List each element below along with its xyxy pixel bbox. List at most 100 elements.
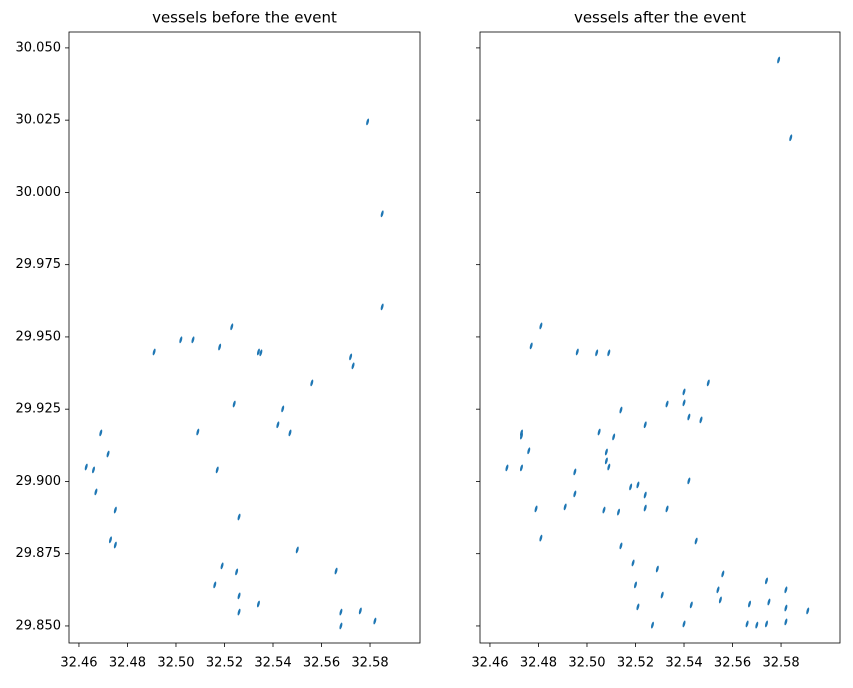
vessel (573, 468, 577, 476)
vessel (237, 608, 241, 616)
vessel (784, 604, 788, 612)
vessel (619, 542, 623, 550)
vessel (196, 428, 200, 436)
vessel (745, 620, 749, 628)
vessel (755, 621, 759, 629)
x-tick-label: 32.54 (254, 656, 291, 671)
vessel (636, 603, 640, 611)
x-tick-label: 32.46 (471, 656, 508, 671)
y-tick-label: 30.000 (16, 185, 62, 200)
vessel (339, 622, 343, 630)
vessel (288, 429, 292, 437)
vessel (237, 513, 241, 521)
vessel (179, 336, 183, 344)
vessel (689, 601, 693, 609)
vessel (619, 406, 623, 414)
y-tick-label: 29.900 (16, 474, 62, 489)
chart-title: vessels after the event (574, 9, 746, 27)
vessel (505, 464, 509, 472)
vessel (682, 399, 686, 407)
vessel (777, 56, 781, 64)
vessel (643, 504, 647, 512)
vessel (259, 349, 263, 357)
vessel (629, 483, 633, 491)
vessel (106, 450, 110, 458)
vessel (256, 348, 260, 356)
vessel (520, 432, 523, 440)
vessel (604, 448, 608, 456)
vessel (529, 342, 533, 350)
vessel (748, 600, 751, 608)
vessel (213, 581, 217, 589)
vessel (597, 428, 601, 436)
x-tick-label: 32.50 (157, 656, 194, 671)
vessel (806, 607, 810, 615)
vessel (99, 429, 103, 437)
vessel (539, 322, 543, 330)
vessel (152, 348, 156, 356)
vessel (694, 537, 698, 545)
vessel (534, 505, 538, 513)
vessel (784, 618, 788, 626)
y-tick-label: 29.850 (16, 618, 62, 633)
vessel (607, 349, 611, 357)
vessel (235, 568, 239, 576)
y-tick-label: 29.975 (16, 257, 62, 272)
x-tick-label: 32.52 (206, 656, 243, 671)
vessel (706, 379, 710, 387)
x-tick-label: 32.46 (60, 656, 97, 671)
vessel (351, 362, 355, 370)
vessel (276, 421, 280, 429)
vessel (373, 617, 377, 625)
vessel (84, 463, 88, 471)
vessel (520, 464, 523, 472)
x-tick-label: 32.48 (520, 656, 557, 671)
chart-title: vessels before the event (152, 9, 337, 27)
axes-frame (479, 31, 841, 644)
vessel (237, 592, 241, 600)
vessel (721, 570, 725, 578)
vessel (310, 379, 314, 387)
y-tick-label: 30.025 (16, 113, 62, 128)
vessel (220, 562, 224, 570)
vessel (595, 349, 599, 357)
vessel (607, 463, 611, 471)
vessel (113, 541, 117, 549)
vessel (94, 488, 98, 496)
vessel (665, 505, 669, 513)
vessel (665, 400, 669, 408)
vessel (682, 620, 686, 628)
x-tick-label: 32.58 (351, 656, 388, 671)
y-tick-label: 29.950 (16, 329, 62, 344)
vessel (655, 565, 659, 573)
vessel (92, 466, 95, 474)
vessel (232, 400, 236, 408)
vessel (380, 210, 384, 218)
y-tick-label: 29.925 (16, 402, 62, 417)
vessel (636, 481, 640, 489)
vessel (573, 490, 577, 498)
vessel (716, 586, 720, 594)
vessel (366, 118, 370, 126)
vessel (634, 581, 637, 589)
vessel (604, 457, 608, 465)
vessel (230, 323, 234, 331)
vessel (527, 447, 531, 455)
vessel (617, 508, 620, 516)
vessel (215, 466, 219, 474)
vessel (113, 506, 117, 514)
x-tick-label: 32.54 (665, 656, 702, 671)
vessel (651, 621, 654, 629)
vessel (358, 607, 362, 615)
vessel (682, 388, 686, 396)
vessel (687, 477, 691, 485)
vessel (687, 413, 691, 421)
vessel (718, 596, 722, 604)
vessel (789, 134, 793, 142)
vessel (191, 336, 195, 344)
y-tick-label: 29.875 (16, 546, 62, 561)
vessel (256, 600, 260, 608)
vessel (218, 343, 222, 351)
